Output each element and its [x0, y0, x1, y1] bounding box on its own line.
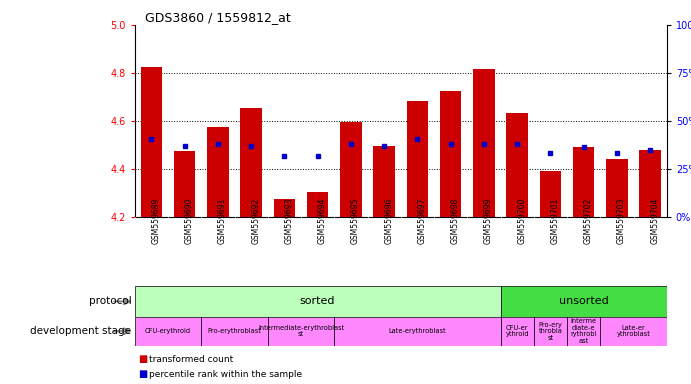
Bar: [533, 317, 567, 346]
Bar: [267, 317, 334, 346]
Text: development stage: development stage: [30, 326, 131, 336]
Bar: [540, 171, 561, 217]
Text: ■: ■: [138, 369, 147, 379]
Bar: [274, 199, 295, 217]
Text: CFU-er
ythroid: CFU-er ythroid: [505, 325, 529, 338]
Bar: [500, 286, 667, 317]
Bar: [606, 159, 627, 217]
Bar: [201, 317, 267, 346]
Bar: [473, 70, 495, 217]
Bar: [207, 127, 229, 217]
Bar: [140, 67, 162, 217]
Bar: [240, 108, 262, 217]
Text: GSM559695: GSM559695: [351, 197, 360, 244]
Bar: [373, 146, 395, 217]
Text: transformed count: transformed count: [149, 354, 233, 364]
Text: Late-erythroblast: Late-erythroblast: [388, 328, 446, 334]
Text: GSM559699: GSM559699: [484, 197, 493, 244]
Text: GSM559702: GSM559702: [584, 197, 593, 243]
Bar: [135, 286, 500, 317]
Text: GSM559689: GSM559689: [151, 197, 160, 243]
Bar: [600, 317, 667, 346]
Text: GSM559701: GSM559701: [551, 197, 560, 243]
Text: GSM559697: GSM559697: [417, 197, 426, 244]
Text: GSM559694: GSM559694: [318, 197, 327, 244]
Text: Pro-ery
throbla
st: Pro-ery throbla st: [538, 322, 562, 341]
Bar: [340, 122, 361, 217]
Bar: [307, 192, 328, 217]
Text: Intermediate-erythroblast
st: Intermediate-erythroblast st: [258, 325, 344, 338]
Text: GSM559700: GSM559700: [517, 197, 526, 244]
Bar: [174, 151, 196, 217]
Bar: [573, 147, 594, 217]
Bar: [500, 317, 533, 346]
Text: GSM559693: GSM559693: [285, 197, 294, 244]
Bar: [334, 317, 500, 346]
Text: CFU-erythroid: CFU-erythroid: [145, 328, 191, 334]
Text: Pro-erythroblast: Pro-erythroblast: [207, 328, 261, 334]
Text: GSM559690: GSM559690: [184, 197, 193, 244]
Text: GDS3860 / 1559812_at: GDS3860 / 1559812_at: [145, 11, 291, 24]
Text: GSM559691: GSM559691: [218, 197, 227, 243]
Text: ■: ■: [138, 354, 147, 364]
Bar: [567, 317, 600, 346]
Text: GSM559692: GSM559692: [251, 197, 260, 243]
Bar: [507, 113, 528, 217]
Bar: [406, 101, 428, 217]
Text: GSM559698: GSM559698: [451, 197, 460, 243]
Text: GSM559704: GSM559704: [650, 197, 659, 244]
Text: GSM559703: GSM559703: [617, 197, 626, 244]
Bar: [440, 91, 462, 217]
Text: GSM559696: GSM559696: [384, 197, 393, 244]
Text: Interme
diate-e
rythrobl
ast: Interme diate-e rythrobl ast: [571, 318, 597, 344]
Text: percentile rank within the sample: percentile rank within the sample: [149, 370, 302, 379]
Text: protocol: protocol: [88, 296, 131, 306]
Bar: [639, 150, 661, 217]
Text: unsorted: unsorted: [559, 296, 609, 306]
Text: sorted: sorted: [300, 296, 335, 306]
Bar: [135, 317, 201, 346]
Text: Late-er
ythroblast: Late-er ythroblast: [616, 325, 650, 338]
